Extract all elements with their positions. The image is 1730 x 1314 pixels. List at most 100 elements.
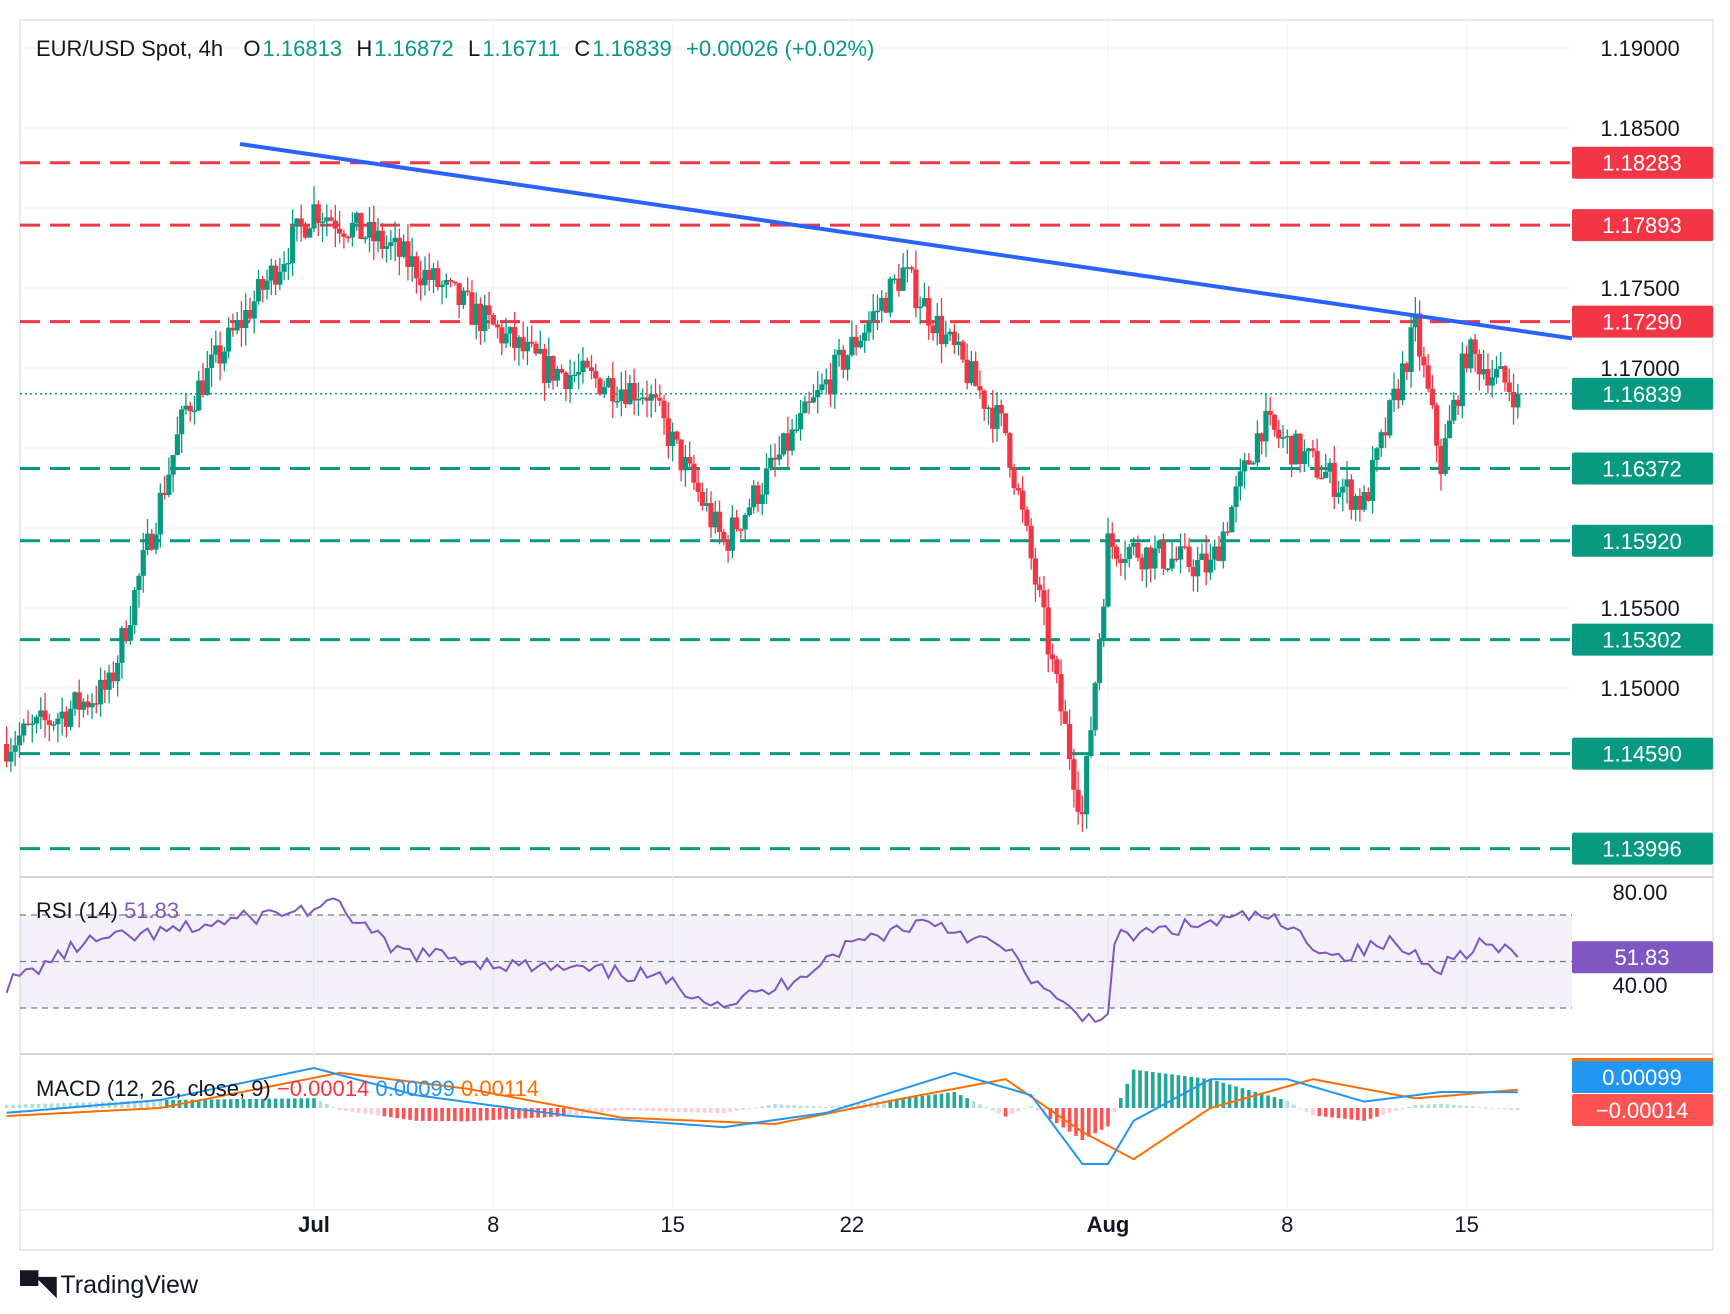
candle-body: [1288, 436, 1295, 465]
macd-histogram-bar: [1253, 1091, 1258, 1108]
macd-histogram-bar: [376, 1108, 380, 1116]
change-value: +0.00026 (+0.02%): [686, 36, 875, 61]
candle-body: [819, 384, 825, 391]
candle-body: [1442, 438, 1448, 474]
candle-body: [328, 217, 334, 221]
macd-histogram-bar: [760, 1106, 765, 1108]
candle-body: [80, 701, 87, 710]
candle-body: [465, 290, 471, 293]
candle-body: [1054, 659, 1060, 675]
candle-body: [887, 278, 893, 313]
candle-body: [93, 703, 99, 705]
macd-histogram-bar: [433, 1108, 438, 1121]
rsi-badge: 51.83: [1614, 945, 1669, 970]
macd-histogram-bar: [414, 1108, 419, 1121]
candle-body: [200, 380, 206, 396]
candle-body: [311, 204, 317, 229]
candle-body: [55, 718, 61, 725]
macd-histogram-bar: [747, 1108, 752, 1109]
candle-body: [132, 590, 138, 626]
symbol-title[interactable]: EUR/USD Spot, 4h: [36, 36, 224, 61]
macd-histogram-bar: [600, 1108, 604, 1113]
price-badge: 1.18283: [1602, 151, 1682, 176]
candle-body: [260, 278, 266, 290]
macd-histogram-bar: [158, 1100, 163, 1108]
macd-histogram-bar: [914, 1096, 918, 1108]
macd-histogram-bar: [1131, 1069, 1136, 1108]
macd-histogram-bar: [1285, 1100, 1290, 1108]
candle-body: [704, 503, 710, 506]
candle-body: [1506, 382, 1512, 392]
time-axis-label: 15: [1454, 1212, 1478, 1237]
price-axis[interactable]: 1.19000 1.18500 1.17500 1.17000 1.15500 1.150…: [1600, 36, 1680, 998]
candle-body: [1049, 654, 1056, 660]
macd-histogram-bar: [1400, 1108, 1405, 1109]
candle-body: [1139, 557, 1145, 570]
candle-body: [879, 297, 885, 311]
candle-body: [268, 265, 274, 281]
candle-body: [806, 401, 812, 403]
candle-body: [789, 429, 795, 451]
rsi-legend[interactable]: RSI (14) 51.83: [36, 898, 179, 924]
candle-body: [665, 418, 671, 447]
candle-body: [964, 359, 970, 384]
candle-body: [537, 348, 543, 354]
candle-body: [1169, 558, 1175, 569]
candle-body: [38, 710, 44, 717]
macd-legend[interactable]: MACD (12, 26, close, 9) −0.00014 0.00099…: [36, 1076, 539, 1102]
time-axis-label: Jul: [298, 1212, 330, 1237]
candle-body: [452, 281, 458, 284]
macd-histogram-bar: [363, 1108, 368, 1114]
candle-body: [448, 279, 454, 282]
macd-histogram-bar: [510, 1108, 515, 1119]
macd-histogram-bar: [894, 1099, 899, 1108]
candle-body: [426, 269, 432, 281]
candle-body: [1284, 436, 1290, 438]
macd-histogram-bar: [241, 1099, 246, 1108]
candle-body: [1212, 546, 1218, 560]
macd-histogram-bar: [978, 1104, 982, 1108]
candle-body: [1143, 547, 1150, 570]
macd-histogram-bar: [1304, 1108, 1309, 1112]
candle-body: [1062, 711, 1068, 724]
candle-body: [610, 378, 616, 402]
candle-body: [550, 355, 556, 381]
macd-histogram-bar: [318, 1101, 323, 1108]
candle-body: [127, 625, 134, 641]
candle-body: [1408, 327, 1414, 372]
rsi-band: [20, 914, 1572, 1009]
candle-body: [1101, 606, 1107, 640]
macd-histogram-bar: [1266, 1095, 1270, 1108]
candle-body: [627, 382, 633, 405]
candle-body: [191, 410, 198, 412]
candle-body: [1079, 811, 1085, 815]
macd-histogram-bar: [75, 1102, 79, 1108]
ohlc-legend: EUR/USD Spot, 4h O1.16813 H1.16872 L1.16…: [36, 36, 876, 62]
candle-body: [1165, 568, 1171, 570]
candle-body: [1429, 388, 1436, 406]
candle-body: [102, 679, 108, 690]
candle-body: [981, 390, 987, 409]
macd-histogram-bar: [939, 1093, 944, 1108]
candle-body: [669, 431, 676, 447]
candle-body: [1352, 495, 1359, 510]
candle-body: [264, 280, 270, 290]
macd-histogram-bar: [1035, 1108, 1040, 1111]
macd-histogram-bar: [17, 1104, 22, 1108]
candle-body: [1037, 584, 1043, 591]
macd-histogram-bar: [350, 1108, 355, 1112]
candle-body: [849, 336, 855, 356]
candle-body: [529, 341, 535, 344]
tradingview-logo[interactable]: ▀◥ TradingView: [20, 1270, 198, 1301]
candle-body: [302, 224, 309, 238]
macd-histogram-bar: [1432, 1104, 1437, 1108]
candle-body: [840, 349, 846, 370]
trendline[interactable]: [239, 142, 1573, 341]
time-axis[interactable]: Jul 8 15 22 Aug 8 15: [298, 1212, 1479, 1237]
candle-body: [1280, 437, 1286, 439]
candle-body: [746, 507, 753, 516]
candle-body: [119, 628, 125, 663]
candle-body: [140, 550, 146, 576]
macd-histogram-bar: [709, 1108, 713, 1113]
